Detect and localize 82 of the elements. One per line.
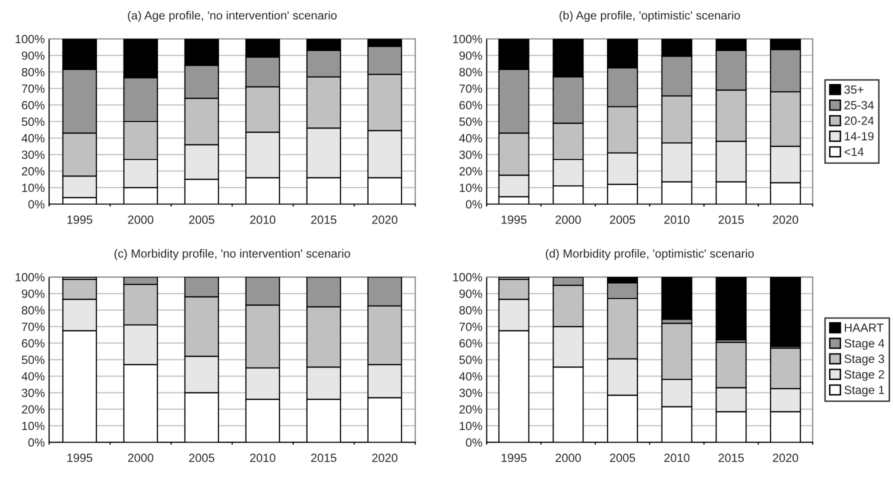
y-tick-label: 50%	[459, 118, 482, 126]
x-tick-label: 2015	[311, 216, 336, 224]
y-tick-label: 50%	[22, 356, 45, 364]
x-tick-label: 2000	[128, 216, 154, 224]
y-tick-label: 30%	[459, 388, 482, 398]
y-tick-label: 30%	[22, 150, 45, 159]
y-tick-label: 80%	[22, 68, 45, 76]
x-tick-label: 2000	[556, 454, 581, 462]
y-tick-label: 100%	[16, 34, 45, 44]
y-tick-label: 0%	[28, 438, 45, 447]
y-tick-label: 10%	[460, 422, 482, 430]
x-tick-label: 2005	[610, 454, 636, 462]
y-tick-label: 50%	[22, 118, 45, 126]
x-tick-label: 2005	[189, 454, 214, 462]
y-tick-label: 30%	[459, 150, 482, 159]
y-tick-label: 20%	[22, 405, 45, 414]
y-tick-label: 60%	[22, 339, 45, 348]
y-tick-label: 90%	[459, 51, 482, 60]
y-tick-label: 90%	[459, 290, 482, 298]
y-tick-label: 60%	[22, 101, 45, 110]
legend-label: Stage 2	[844, 370, 884, 381]
x-tick-label: 1995	[67, 454, 92, 462]
x-tick-label: 1995	[502, 454, 526, 462]
x-tick-label: 2020	[372, 454, 398, 462]
y-tick-label: 80%	[22, 306, 45, 314]
x-tick-label: 2005	[610, 216, 636, 224]
x-tick-label: 2020	[372, 216, 398, 224]
legend-label: Stage 4	[844, 339, 884, 350]
legend-label: 20-24	[844, 116, 874, 125]
x-tick-label: 2010	[250, 454, 276, 462]
x-tick-label: 2015	[718, 216, 744, 224]
x-tick-label: 2000	[556, 216, 581, 224]
y-tick-label: 0%	[466, 200, 482, 209]
legend-label: 14-19	[844, 132, 874, 140]
y-tick-label: 90%	[22, 51, 45, 60]
x-tick-label: 2015	[311, 454, 336, 462]
y-tick-label: 20%	[459, 405, 482, 414]
y-tick-label: 100%	[16, 273, 45, 282]
legend-label: 35+	[844, 85, 864, 94]
legend-label: HAART	[844, 324, 884, 332]
x-tick-label: 2005	[189, 216, 214, 224]
y-tick-label: 60%	[459, 339, 482, 348]
y-tick-label: 70%	[459, 84, 482, 93]
x-tick-label: 2010	[664, 454, 690, 462]
x-tick-label: 2010	[250, 216, 276, 224]
y-tick-label: 100%	[453, 34, 482, 44]
chart-title: (a) Age profile, 'no intervention' scenario	[128, 10, 337, 22]
y-tick-label: 70%	[22, 322, 45, 331]
x-tick-label: 1995	[502, 216, 526, 224]
y-tick-label: 10%	[22, 184, 45, 192]
y-tick-label: 40%	[459, 372, 482, 381]
y-tick-label: 10%	[22, 422, 45, 430]
legend-label: <14	[844, 148, 864, 156]
y-tick-label: 70%	[22, 84, 45, 93]
y-tick-label: 70%	[459, 322, 482, 331]
legend-label: Stage 1	[844, 386, 884, 396]
x-tick-label: 2020	[772, 216, 798, 224]
y-tick-label: 100%	[453, 273, 482, 282]
chart-title: (b) Age profile, 'optimistic' scenario	[560, 10, 740, 22]
y-tick-label: 90%	[22, 290, 45, 298]
y-tick-label: 50%	[459, 356, 482, 364]
y-tick-label: 0%	[28, 200, 45, 209]
x-tick-label: 1995	[67, 216, 92, 224]
x-tick-label: 2015	[718, 454, 744, 462]
chart-title: (c) Morbidity profile, 'no intervention' scenario	[114, 249, 350, 260]
x-tick-label: 2000	[128, 454, 154, 462]
legend-label: Stage 3	[844, 354, 884, 366]
y-tick-label: 20%	[22, 167, 45, 176]
y-tick-label: 0%	[466, 438, 482, 447]
y-tick-label: 40%	[459, 134, 482, 142]
y-tick-label: 40%	[22, 134, 45, 142]
x-tick-label: 2020	[772, 454, 798, 462]
y-tick-label: 80%	[459, 306, 482, 314]
y-tick-label: 60%	[459, 101, 482, 110]
y-tick-label: 30%	[22, 388, 45, 398]
legend-label: 25-34	[844, 100, 874, 110]
y-tick-label: 10%	[460, 184, 482, 192]
chart-title: (d) Morbidity profile, 'optimistic' scenario	[546, 249, 754, 260]
y-tick-label: 80%	[459, 68, 482, 76]
x-tick-label: 2010	[664, 216, 690, 224]
y-tick-label: 20%	[459, 167, 482, 176]
y-tick-label: 40%	[22, 372, 45, 381]
